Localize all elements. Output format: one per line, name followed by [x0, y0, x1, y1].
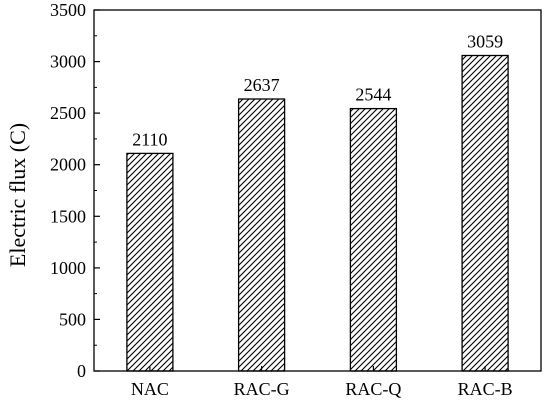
x-tick-label-rac-b: RAC-B	[458, 379, 513, 399]
labels-layer: 2110 NAC 2637 RAC-G 2544 RAC-Q 3059 RAC-B 0 500 10…	[50, 0, 513, 399]
y-tick-label: 1000	[50, 258, 86, 278]
x-tick-label-rac-q: RAC-Q	[345, 379, 401, 399]
data-label-nac: 2110	[132, 129, 167, 149]
y-tick-label: 500	[59, 309, 86, 329]
x-tick-label-rac-g: RAC-G	[234, 379, 290, 399]
y-tick-label: 0	[77, 361, 86, 381]
y-tick-label: 2000	[50, 155, 86, 175]
x-tick-label-nac: NAC	[131, 379, 169, 399]
y-tick-label: 2500	[50, 103, 86, 123]
y-tick-label: 3000	[50, 52, 86, 72]
data-label-rac-g: 2637	[244, 75, 280, 95]
bar-nac	[126, 152, 174, 372]
bars-layer	[126, 54, 509, 372]
y-axis-title: Electric flux (C)	[5, 123, 30, 267]
bar-rac-b	[461, 54, 509, 372]
bar-rac-q	[349, 107, 398, 372]
data-label-rac-q: 2544	[355, 85, 391, 105]
y-tick-label: 1500	[50, 206, 86, 226]
axes-layer	[93, 9, 542, 372]
data-label-rac-b: 3059	[467, 32, 503, 52]
y-tick-label: 3500	[50, 0, 86, 20]
bar-rac-g	[237, 98, 286, 372]
